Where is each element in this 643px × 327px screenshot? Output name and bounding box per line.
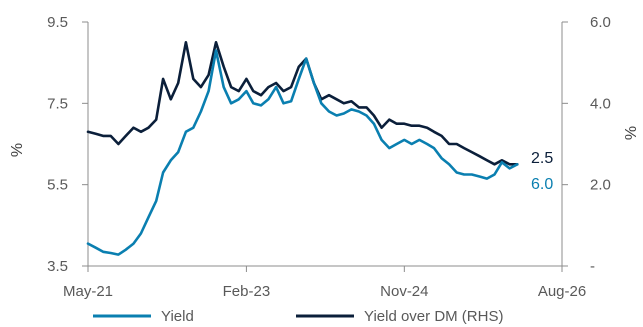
axes-group: May-21 Feb-23 Nov-24 Aug-26 3.5 5.5 7.5 9.5 - 2.0…: [9, 14, 640, 300]
end-label-yield: 6.0: [531, 176, 553, 193]
y-tick-label-left: 7.5: [47, 95, 68, 112]
legend-label: Yield over DM (RHS): [364, 308, 503, 325]
x-tick-label: Aug-26: [538, 283, 586, 300]
x-tick-label: Nov-24: [380, 283, 428, 300]
y-tick-label-right: 6.0: [590, 14, 611, 31]
y-tick-label-right: -: [590, 258, 595, 275]
y-axis-left-title: %: [9, 143, 26, 157]
x-tick-label: Feb-23: [223, 283, 271, 300]
y-axis-right-title: %: [623, 126, 640, 140]
y-tick-label-left: 9.5: [47, 14, 68, 31]
y-tick-label-left: 3.5: [47, 258, 68, 275]
series-line-yield: [86, 49, 519, 256]
y-tick-label-right: 2.0: [590, 177, 611, 194]
y-tick-label-left: 5.5: [47, 177, 68, 194]
series-line-yield-over-dm: [86, 41, 519, 166]
x-tick-label: May-21: [63, 283, 113, 300]
legend: Yield Yield over DM (RHS): [93, 308, 503, 325]
labels-group: 2.5 6.0: [531, 150, 553, 193]
y-tick-label-right: 4.0: [590, 95, 611, 112]
end-label-yield-over-dm: 2.5: [531, 150, 553, 167]
series-lines: [86, 41, 519, 256]
legend-label: Yield: [161, 308, 194, 325]
